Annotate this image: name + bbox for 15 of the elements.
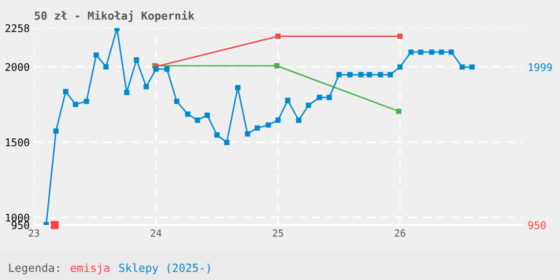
x-tick-label: 25 — [272, 229, 284, 237]
text: Sklepy (2025-) — [119, 263, 210, 274]
y-tick-label: 1500 — [6, 138, 30, 146]
x-tick-label: 24 — [150, 229, 162, 237]
y2-tick-label: 950 — [528, 221, 546, 230]
y-tick-label: 2258 — [6, 24, 30, 32]
x-tick-label: 26 — [394, 229, 406, 237]
text: emisja — [70, 263, 110, 274]
legend-title: Legenda: — [9, 263, 59, 274]
y2-tick-label: 1999 — [528, 63, 552, 72]
y-tick-label: 1000 — [6, 214, 30, 222]
y-tick-label: 950 — [12, 221, 30, 230]
x-tick-label: 23 — [28, 229, 40, 237]
y-tick-label: 2000 — [6, 63, 30, 71]
chart-title: 50 zł - Mikołaj Kopernik — [34, 10, 194, 22]
